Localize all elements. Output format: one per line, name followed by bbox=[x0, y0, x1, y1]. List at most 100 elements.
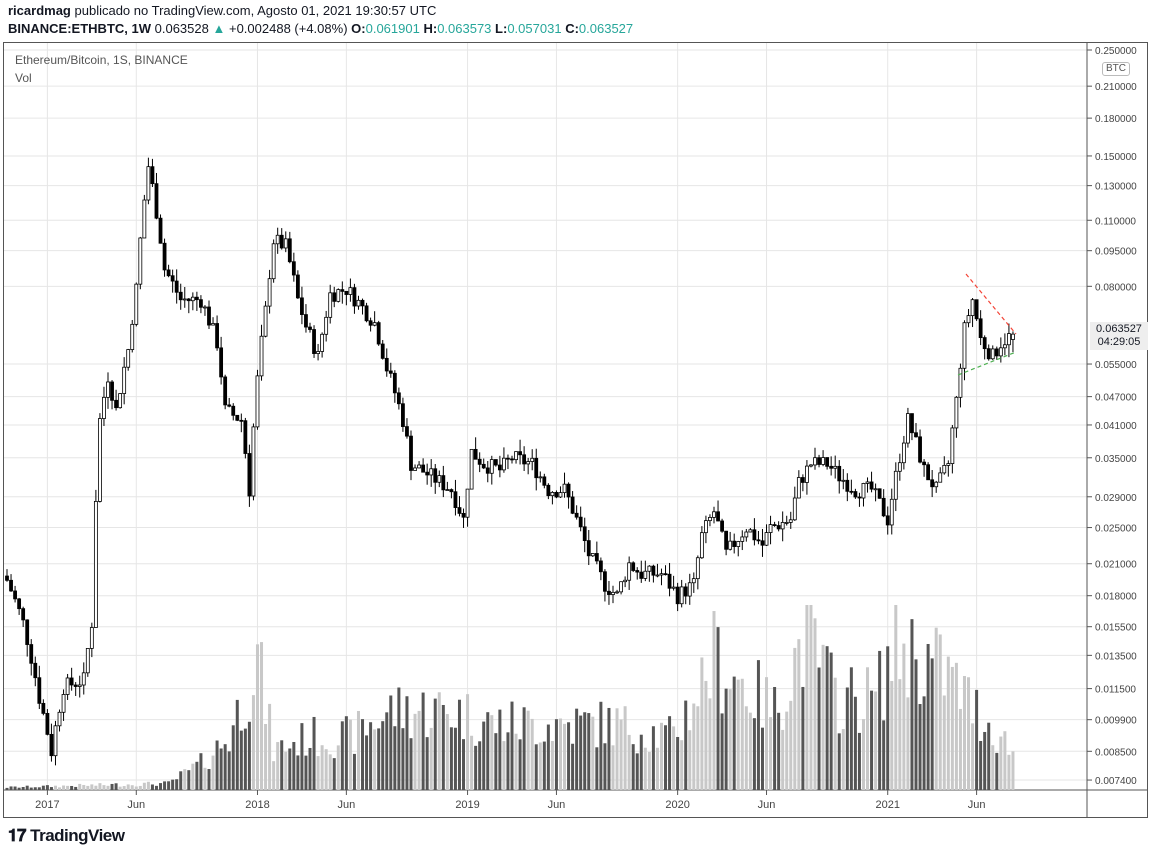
volume-bar bbox=[296, 755, 300, 790]
candle-body bbox=[122, 366, 127, 394]
volume-bar bbox=[607, 707, 611, 790]
candle-body bbox=[364, 305, 369, 322]
volume-bar bbox=[639, 734, 643, 790]
y-tick-label: 0.021000 bbox=[1095, 560, 1137, 571]
volume-bar bbox=[635, 753, 639, 790]
volume-bar bbox=[199, 753, 203, 790]
candle-body bbox=[780, 522, 785, 530]
candle-body bbox=[764, 532, 769, 546]
volume-bar bbox=[211, 755, 215, 790]
volume-bar bbox=[579, 715, 583, 790]
volume-bar bbox=[942, 695, 946, 790]
candle-body bbox=[1011, 333, 1015, 340]
volume-bar bbox=[886, 646, 890, 790]
author[interactable]: ricardmag bbox=[8, 3, 71, 18]
candle-body bbox=[211, 323, 215, 326]
volume-bar bbox=[227, 751, 231, 790]
volume-bar bbox=[571, 743, 575, 790]
volume-bar bbox=[716, 627, 720, 790]
x-tick-label: Jun bbox=[758, 799, 776, 811]
candle-body bbox=[413, 467, 417, 471]
volume-bar bbox=[736, 679, 740, 790]
volume-bar bbox=[45, 785, 49, 790]
volume-bar bbox=[821, 644, 825, 790]
volume-bar bbox=[587, 713, 591, 790]
candle-body bbox=[772, 524, 777, 526]
candle-body bbox=[825, 457, 830, 467]
candle-body bbox=[489, 459, 494, 474]
candle-body bbox=[631, 562, 636, 571]
volume-bar bbox=[82, 784, 86, 790]
up-arrow-icon: ▲ bbox=[212, 21, 226, 36]
volume-bar bbox=[235, 699, 239, 790]
volume-bar bbox=[930, 658, 934, 790]
candle-body bbox=[954, 396, 959, 429]
volume-bar bbox=[765, 677, 769, 790]
volume-bar bbox=[817, 667, 821, 790]
high-label: H: bbox=[423, 21, 438, 36]
candle-body bbox=[893, 470, 898, 500]
volume-bar bbox=[853, 696, 857, 790]
volume-bar bbox=[304, 755, 308, 790]
volume-bar bbox=[421, 692, 425, 790]
volume-bar bbox=[805, 605, 809, 790]
candle-body bbox=[982, 337, 987, 350]
candle-body bbox=[65, 677, 70, 695]
candle-body bbox=[312, 329, 316, 354]
volume-bar bbox=[381, 721, 385, 790]
volume-bar bbox=[809, 605, 813, 790]
candle-body bbox=[562, 483, 567, 494]
candle-body bbox=[716, 511, 720, 522]
volume-bar bbox=[171, 779, 175, 790]
candle-body bbox=[817, 457, 821, 465]
volume-bar bbox=[284, 751, 288, 790]
candle-body bbox=[970, 299, 975, 317]
candle-body bbox=[845, 479, 850, 492]
candle-body bbox=[158, 217, 163, 244]
x-tick-label: 2019 bbox=[455, 799, 479, 811]
candle-body bbox=[308, 326, 312, 330]
y-tick-label: 0.025000 bbox=[1095, 524, 1137, 535]
volume-bar bbox=[292, 741, 296, 790]
candle-body bbox=[643, 570, 648, 579]
candle-body bbox=[740, 536, 745, 542]
volume-bar bbox=[926, 643, 930, 790]
candle-body bbox=[586, 540, 591, 557]
tradingview-logo[interactable]: 𝟏𝟕 TradingView bbox=[8, 826, 125, 846]
candle-body bbox=[380, 343, 385, 359]
candle-body bbox=[720, 520, 724, 532]
candle-body bbox=[457, 507, 462, 514]
candle-body bbox=[897, 462, 902, 472]
volume-bar bbox=[975, 689, 979, 790]
volume-bar bbox=[829, 652, 833, 790]
volume-bar bbox=[21, 786, 25, 790]
volume-bar bbox=[526, 710, 530, 790]
volume-bar bbox=[546, 724, 550, 790]
volume-bar bbox=[760, 727, 764, 790]
volume-bar bbox=[66, 785, 70, 790]
candle-body bbox=[760, 540, 765, 546]
candle-body bbox=[627, 562, 632, 581]
candle-body bbox=[805, 465, 809, 483]
candle-body bbox=[57, 711, 62, 727]
candle-body bbox=[821, 457, 825, 465]
x-tick-label: 2021 bbox=[875, 799, 899, 811]
volume-bar bbox=[494, 733, 498, 790]
currency-badge[interactable]: BTC bbox=[1102, 62, 1130, 76]
volume-bar bbox=[5, 787, 9, 790]
candle-body bbox=[497, 464, 502, 471]
volume-bar bbox=[13, 786, 17, 790]
candle-body bbox=[93, 500, 98, 628]
last-price-value: 0.063527 bbox=[1096, 323, 1142, 335]
candle-body bbox=[526, 461, 531, 465]
y-tick-label: 0.009900 bbox=[1095, 716, 1137, 727]
bar-countdown: 04:29:05 bbox=[1097, 336, 1141, 348]
volume-bar bbox=[453, 727, 457, 790]
price-chart[interactable]: 0.250000 0.210000 0.180000 0.150000 0.130000… bbox=[3, 42, 1148, 818]
candle-body bbox=[930, 479, 935, 488]
x-tick-label: Jun bbox=[968, 799, 986, 811]
volume-bar bbox=[401, 728, 405, 790]
candle-body bbox=[332, 292, 337, 302]
volume-bar bbox=[478, 741, 482, 790]
candle-body bbox=[582, 526, 587, 542]
